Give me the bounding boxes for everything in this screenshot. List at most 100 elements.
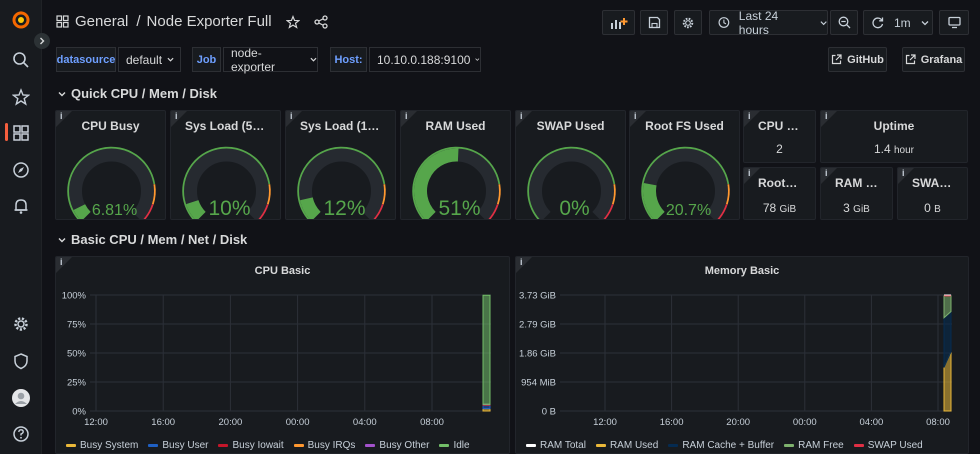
gauge-threshold-arc — [527, 146, 616, 219]
y-tick-label: 2.79 GiB — [519, 320, 556, 331]
add-panel-button[interactable] — [602, 10, 635, 35]
info-icon[interactable]: i — [634, 111, 637, 121]
panel-title[interactable]: SWAP ... — [912, 176, 961, 190]
info-icon[interactable]: i — [748, 111, 751, 121]
variable-select-host[interactable]: 10.10.0.188:9100 — [369, 47, 481, 72]
row-header-basic[interactable]: Basic CPU / Mem / Net / Disk — [58, 232, 247, 247]
github-link-button[interactable]: GitHub — [828, 47, 887, 72]
stat-panel-swap-total[interactable]: i SWAP ... 0 B — [897, 167, 968, 220]
dashboard-settings-button[interactable] — [674, 10, 702, 35]
gauge-threshold-arc — [725, 184, 730, 205]
legend-item[interactable]: Idle — [439, 440, 470, 451]
info-icon[interactable]: i — [520, 257, 523, 267]
time-range-picker[interactable]: Last 24 hours — [709, 9, 828, 37]
server-admin-shield-icon[interactable] — [9, 349, 33, 373]
legend-item[interactable]: Busy Other — [365, 440, 429, 451]
panel-title[interactable]: CPU Basic — [254, 265, 311, 277]
info-icon[interactable]: i — [60, 111, 63, 121]
info-icon[interactable]: i — [175, 111, 178, 121]
explore-icon[interactable] — [9, 158, 33, 182]
gauge-panel[interactable]: i RAM Used 51% — [400, 110, 511, 220]
configuration-gear-icon[interactable] — [9, 312, 33, 336]
expand-menu-button[interactable] — [34, 33, 50, 49]
info-icon[interactable]: i — [748, 168, 751, 178]
zoom-out-button[interactable] — [830, 10, 858, 35]
memory-basic-chart[interactable]: 3.73 GiB 2.79 GiB 1.86 GiB 954 MiB 0 B 12:00 1… — [516, 279, 969, 449]
legend-item[interactable]: Busy Iowait — [218, 440, 284, 451]
panel-title[interactable]: RAM Used — [425, 119, 486, 133]
gauge-threshold-arc — [381, 184, 386, 205]
info-icon[interactable]: i — [60, 257, 63, 267]
row-header-quick[interactable]: Quick CPU / Mem / Disk — [58, 86, 217, 101]
user-avatar-icon[interactable] — [9, 386, 33, 410]
dashboard-title[interactable]: Node Exporter Full — [146, 13, 272, 30]
panel-title[interactable]: CPU Busy — [81, 119, 140, 133]
legend-item[interactable]: RAM Used — [595, 440, 658, 451]
legend-item[interactable]: Busy User — [148, 440, 208, 451]
info-icon[interactable]: i — [290, 111, 293, 121]
help-icon[interactable] — [9, 422, 33, 446]
info-icon[interactable]: i — [825, 168, 828, 178]
gauge-panel[interactable]: i Sys Load (5m ... 10% — [170, 110, 281, 220]
side-nav — [0, 0, 42, 454]
gauge-value-arc — [643, 182, 665, 219]
legend-item[interactable]: Busy IRQs — [293, 440, 355, 451]
stat-panel-ram-total[interactable]: i RAM T... 3 GiB — [820, 167, 893, 220]
panel-title[interactable]: RAM T... — [835, 176, 882, 190]
refresh-picker[interactable]: 1m — [863, 10, 933, 35]
panel-info-corner — [744, 168, 760, 184]
alerting-bell-icon[interactable] — [9, 194, 33, 218]
panel-title[interactable]: Sys Load (5m ... — [185, 119, 277, 133]
dashboards-icon[interactable] — [9, 121, 33, 145]
row-title-quick: Quick CPU / Mem / Disk — [71, 86, 217, 101]
graph-panel-cpu-basic[interactable]: i CPU Basic 100% 75% 50% 25% 0% 12:00 16:00 20:… — [55, 256, 510, 454]
y-tick-label: 3.73 GiB — [519, 291, 556, 302]
share-icon[interactable] — [313, 14, 328, 29]
gauge-panel[interactable]: i SWAP Used 0% — [515, 110, 626, 220]
panel-title[interactable]: SWAP Used — [536, 119, 605, 133]
stat-panel-rootfs-total[interactable]: i RootF... 78 GiB — [743, 167, 816, 220]
stat-panel-cpu-cores[interactable]: i CPU C... 2 — [743, 110, 816, 163]
stat-value: 1.4 hour — [821, 142, 967, 156]
breadcrumb-folder[interactable]: General — [75, 13, 129, 30]
save-dashboard-button[interactable] — [640, 10, 668, 35]
graph-panel-memory-basic[interactable]: i Memory Basic 3.73 GiB 2.79 GiB 1.86 GiB 9… — [515, 256, 969, 454]
panel-title[interactable]: Sys Load (15... — [300, 119, 385, 133]
panel-title[interactable]: Memory Basic — [704, 265, 780, 277]
legend-item[interactable]: RAM Total — [526, 440, 586, 451]
panel-title[interactable]: Root FS Used — [645, 119, 724, 133]
legend-item[interactable]: RAM Cache + Buffer — [668, 440, 774, 451]
info-icon[interactable]: i — [520, 111, 523, 121]
info-icon[interactable]: i — [405, 111, 408, 121]
legend-item[interactable]: Busy System — [66, 440, 138, 451]
panel-title[interactable]: CPU C... — [758, 119, 806, 133]
y-tick-label: 50% — [67, 349, 87, 360]
grafana-link-button[interactable]: Grafana — [902, 47, 965, 72]
legend-item[interactable]: SWAP Used — [853, 440, 923, 451]
legend-swatch — [439, 444, 450, 447]
grafana-logo-icon[interactable] — [9, 8, 33, 32]
stat-panel-uptime[interactable]: i Uptime 1.4 hour — [820, 110, 968, 163]
variable-select-job[interactable]: node-exporter — [223, 46, 318, 74]
info-icon[interactable]: i — [902, 168, 905, 178]
panel-info-corner — [171, 111, 187, 127]
panel-info-corner — [516, 111, 532, 127]
star-icon[interactable] — [285, 14, 300, 29]
panel-title[interactable]: RootF... — [758, 176, 802, 190]
panel-info-corner — [630, 111, 646, 127]
gauge-panel[interactable]: i CPU Busy 6.81% — [55, 110, 166, 220]
variable-select-datasource[interactable]: default — [118, 47, 181, 72]
gauge-threshold-arc — [67, 146, 156, 219]
legend-item[interactable]: RAM Free — [784, 440, 844, 451]
cpu-basic-chart[interactable]: 100% 75% 50% 25% 0%12:00 16:00 20:00 00:00 04:00… — [56, 279, 510, 449]
starred-icon[interactable] — [9, 85, 33, 109]
gauge-panel[interactable]: i Root FS Used 20.7% — [629, 110, 740, 220]
info-icon[interactable]: i — [825, 111, 828, 121]
gauge-panel[interactable]: i Sys Load (15... 12% — [285, 110, 396, 220]
panel-info-corner — [516, 257, 532, 273]
search-icon[interactable] — [9, 48, 33, 72]
tv-mode-button[interactable] — [939, 10, 969, 35]
panel-title[interactable]: Uptime — [873, 119, 915, 133]
variable-value: default — [126, 52, 163, 67]
legend-swatch — [66, 444, 76, 447]
